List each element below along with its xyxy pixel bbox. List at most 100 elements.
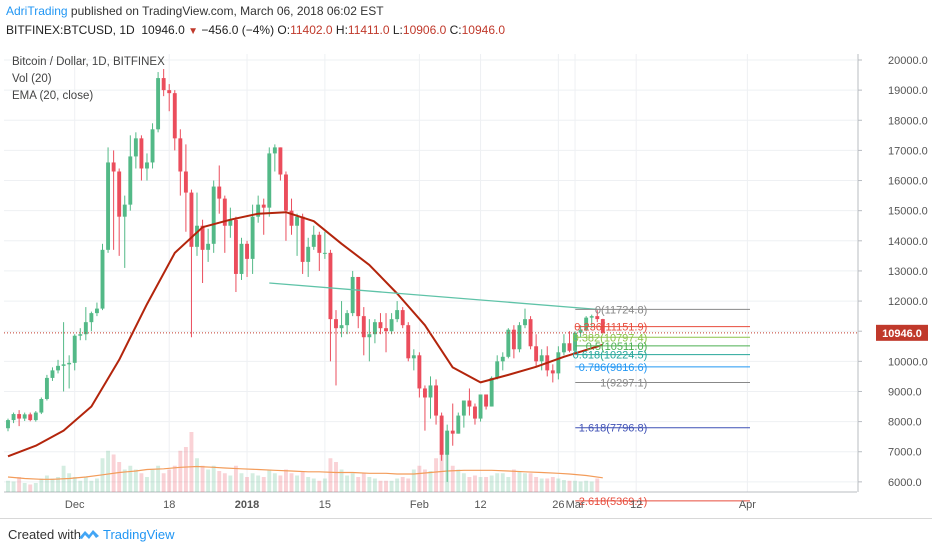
- volume-bar: [150, 469, 155, 492]
- volume-bar: [78, 480, 83, 492]
- legend-ema[interactable]: EMA (20, close): [12, 90, 94, 102]
- volume-bar: [44, 475, 49, 492]
- candle-body: [11, 414, 16, 421]
- volume-bar: [384, 480, 388, 492]
- candle-body: [295, 216, 300, 226]
- volume-bar: [106, 450, 111, 492]
- candle-body: [33, 412, 38, 421]
- volume-bar: [422, 469, 427, 492]
- author-link[interactable]: AdriTrading: [6, 4, 68, 18]
- candle-body: [245, 243, 249, 259]
- x-tick-label: 2018: [235, 499, 259, 511]
- publish-line: AdriTrading published on TradingView.com…: [6, 4, 384, 18]
- candle-body: [44, 377, 49, 399]
- candle-body: [456, 415, 461, 434]
- candle-body: [106, 162, 111, 250]
- volume-bar: [517, 471, 522, 492]
- y-tick-label: 15000.0: [888, 206, 928, 218]
- fib-level-label: 0.786(9816.6): [579, 362, 648, 374]
- candle-body: [239, 243, 244, 274]
- candle-body: [334, 319, 338, 329]
- candle-body: [328, 252, 333, 320]
- candle-body: [306, 246, 311, 262]
- candle-body: [111, 162, 116, 172]
- candle-body: [495, 361, 500, 378]
- volume-bar: [406, 478, 411, 492]
- change-value: −456.0 (−4%): [201, 23, 275, 37]
- price-chart[interactable]: 0(11724.8)0.236(11151.9)0.382(10797.4)0.…: [0, 50, 932, 516]
- legend-volume[interactable]: Vol (20): [12, 73, 52, 85]
- candle-body: [439, 415, 444, 455]
- volume-bar: [456, 469, 461, 492]
- candle-body: [406, 325, 411, 359]
- candle-body: [83, 322, 88, 335]
- candle-body: [122, 204, 127, 217]
- candle-body: [17, 414, 22, 419]
- volume-bar: [272, 473, 277, 492]
- volume-bar: [317, 480, 322, 492]
- last-price: 10946.0: [141, 23, 185, 37]
- candle-body: [250, 216, 255, 259]
- candle-body: [233, 219, 238, 274]
- volume-bar: [267, 469, 272, 492]
- x-tick-label: 26: [552, 499, 564, 511]
- candle-body: [100, 249, 105, 309]
- candle-body: [411, 355, 416, 359]
- candle-body: [128, 156, 133, 205]
- volume-bar: [556, 478, 561, 492]
- high-label: H:: [335, 23, 348, 37]
- low-label: L:: [392, 23, 403, 37]
- volume-bar: [300, 471, 305, 492]
- volume-bar: [489, 475, 494, 492]
- tradingview-logo-icon: [79, 530, 99, 539]
- candle-body: [211, 186, 216, 244]
- volume-bar: [67, 473, 72, 492]
- volume-bar: [478, 477, 483, 492]
- candle-body: [506, 329, 511, 357]
- candle-body: [484, 394, 489, 407]
- candle-body: [167, 90, 172, 94]
- y-tick-label: 16000.0: [888, 176, 928, 188]
- candle-body: [78, 334, 83, 336]
- volume-bar: [189, 432, 194, 492]
- candle-body: [372, 322, 377, 335]
- y-tick-label: 12000.0: [888, 296, 928, 308]
- volume-bar: [550, 477, 555, 492]
- volume-bar: [400, 477, 405, 492]
- candle-body: [567, 343, 572, 351]
- volume-bar: [561, 480, 566, 492]
- candle-body: [206, 243, 211, 250]
- volume-bar: [484, 477, 489, 492]
- candle-body: [595, 316, 600, 320]
- candle-body: [573, 332, 577, 351]
- volume-bar: [322, 478, 327, 492]
- volume-bar: [500, 473, 505, 492]
- x-tick-label: Feb: [410, 499, 429, 511]
- candle-body: [534, 346, 539, 362]
- candle-body: [267, 153, 272, 208]
- volume-bar: [95, 478, 99, 492]
- candle-body: [272, 147, 277, 154]
- volume-bar: [372, 478, 377, 492]
- chart-legend: Bitcoin / Dollar, 1D, BITFINEX Vol (20) …: [12, 54, 165, 105]
- candle-body: [22, 414, 27, 419]
- legend-title[interactable]: Bitcoin / Dollar, 1D, BITFINEX: [12, 56, 165, 68]
- candle-body: [528, 319, 533, 347]
- volume-bar: [339, 469, 344, 492]
- y-tick-label: 6000.0: [888, 477, 922, 489]
- open-label: O:: [277, 23, 291, 37]
- candle-body: [473, 406, 477, 419]
- volume-bar: [295, 475, 300, 492]
- volume-bar: [334, 462, 338, 492]
- x-tick-label: Mar: [566, 499, 585, 511]
- candle-body: [584, 317, 589, 330]
- candle-body: [356, 276, 361, 317]
- volume-bar: [461, 473, 466, 492]
- tradingview-brand[interactable]: TradingView: [103, 527, 175, 542]
- volume-bar: [495, 473, 500, 492]
- candle-body: [289, 210, 294, 226]
- candle-body: [284, 174, 288, 211]
- candle-body: [222, 198, 227, 226]
- candle-body: [450, 430, 455, 434]
- volume-ma-line: [7, 465, 603, 480]
